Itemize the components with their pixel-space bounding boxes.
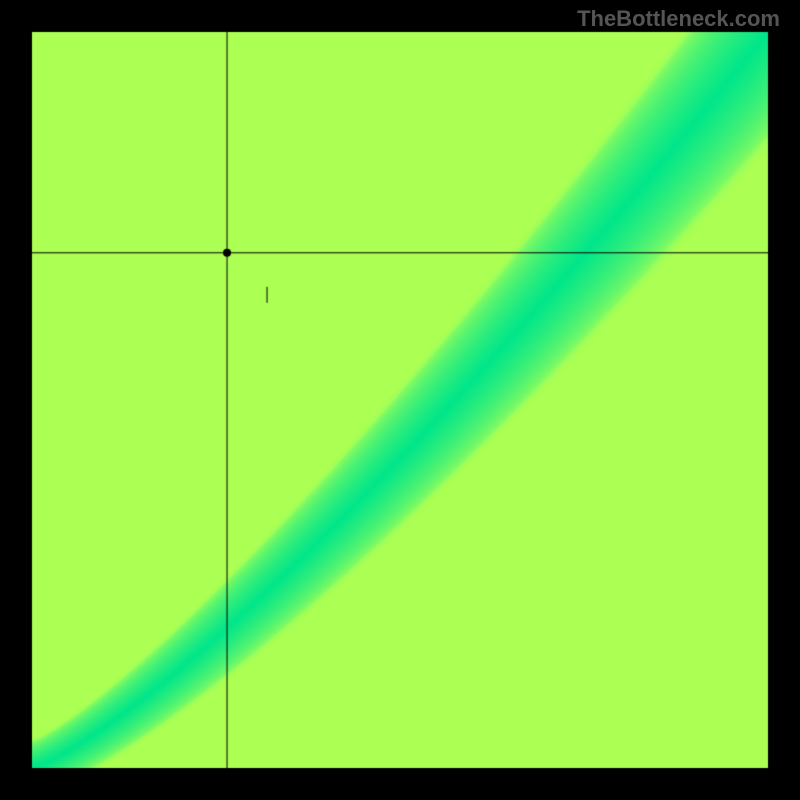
watermark-label: TheBottleneck.com	[577, 6, 780, 32]
bottleneck-heatmap	[0, 0, 800, 800]
chart-container: TheBottleneck.com	[0, 0, 800, 800]
